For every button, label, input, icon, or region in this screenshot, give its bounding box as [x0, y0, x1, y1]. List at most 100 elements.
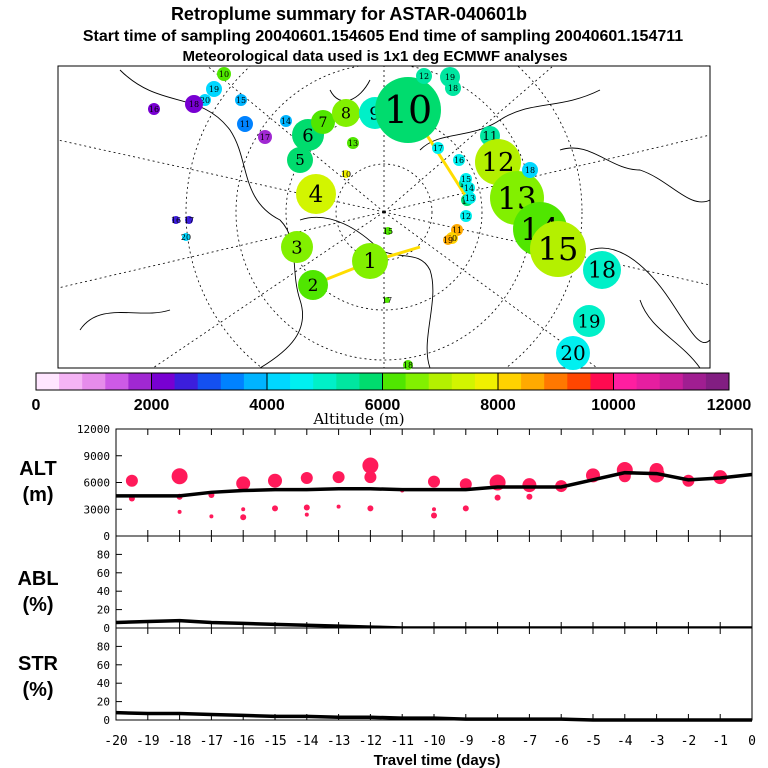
colorbar-tick: 4000: [249, 397, 285, 414]
altitude-dot: [428, 475, 440, 488]
altitude-dot: [177, 509, 182, 514]
colorbar-tick: 12000: [707, 397, 752, 414]
colorbar-tick: 2000: [134, 397, 170, 414]
altitude-dot: [240, 514, 247, 521]
x-tick-label: -3: [649, 734, 665, 749]
plume-label-15: 15: [538, 230, 579, 268]
map-panel: 1234567891011121314151617181920101920181…: [57, 65, 711, 370]
plume-marker-label: 13: [348, 139, 358, 148]
title-line-3: Meteorological data used is 1x1 deg ECMW…: [182, 48, 567, 65]
plume-marker: [185, 95, 203, 113]
plume-marker: [217, 67, 231, 81]
colorbar-swatch: [544, 373, 568, 390]
plume-marker: [235, 94, 247, 106]
panel-alt: 0 3000 6000 9000 12000 ALT (m): [19, 423, 753, 543]
x-tick-label: -13: [327, 734, 350, 749]
plume-marker: [384, 227, 392, 235]
x-tick-label: -18: [168, 734, 191, 749]
panel-unit: (m): [22, 484, 53, 506]
plume-marker-label: 15: [461, 175, 471, 184]
plume-marker-label: 20: [181, 233, 191, 242]
colorbar-swatch: [613, 373, 638, 390]
x-tick-label: 0: [748, 734, 756, 749]
plume-marker-label: 14: [464, 184, 474, 193]
colorbar-swatch: [267, 373, 291, 390]
altitude-dot: [209, 514, 214, 519]
colorbar-swatch: [243, 373, 268, 390]
plume-label-2: 2: [308, 276, 319, 296]
plume-label-7: 7: [319, 115, 328, 131]
colorbar-swatch: [705, 373, 730, 390]
x-tick-label: -10: [422, 734, 445, 749]
colorbar-swatch: [336, 373, 360, 390]
plume-day-8: [332, 99, 360, 127]
plume-marker: [172, 216, 180, 224]
plume-marker: [384, 297, 390, 303]
x-tick-label: -15: [263, 734, 286, 749]
plume-marker: [522, 162, 538, 178]
plume-marker-label: 18: [403, 361, 413, 370]
plume-marker-label: 15: [383, 227, 393, 236]
panel-title: ALT: [19, 458, 56, 480]
altitude-dot: [241, 507, 246, 512]
x-tick-label: -12: [359, 734, 382, 749]
y-tick-label: 20: [97, 604, 110, 617]
altitude-dot: [367, 505, 374, 512]
y-tick-label: 0: [103, 714, 110, 727]
map-plumes: 1234567891011121314151617181920101920181…: [148, 67, 621, 370]
colorbar-swatch: [59, 373, 83, 390]
x-tick-label: -6: [553, 734, 569, 749]
plume-marker-label: 19: [209, 85, 219, 94]
x-tick-label: -19: [136, 734, 159, 749]
plume-label-20: 20: [560, 341, 585, 365]
x-axis-label: Travel time (days): [374, 752, 501, 768]
plume-marker-label: 20: [200, 96, 210, 105]
colorbar-swatch: [451, 373, 476, 390]
x-tick-label: -17: [200, 734, 223, 749]
plume-marker-label: 12: [461, 212, 471, 221]
panel-unit: (%): [22, 679, 53, 701]
plume-day-7: [311, 110, 335, 134]
plume-day-4: [296, 174, 336, 214]
panel-title: ABL: [17, 568, 58, 590]
series-line-alt: [116, 470, 753, 498]
plume-marker: [182, 233, 190, 241]
plume-label-10: 10: [384, 88, 432, 132]
altitude-dot: [171, 468, 188, 485]
plume-day-5: [287, 147, 313, 173]
plume-day-2: [298, 270, 328, 300]
colorbar-label: Altitude (m): [312, 410, 404, 428]
plume-marker-label: 11: [240, 120, 250, 129]
plume-marker: [403, 360, 413, 370]
altitude-dot: [362, 457, 379, 474]
altitude-dot: [236, 476, 251, 491]
x-tick-label: -4: [617, 734, 633, 749]
y-tick-label: 80: [97, 548, 110, 561]
colorbar-swatch: [521, 373, 545, 390]
colorbar-swatch: [174, 373, 199, 390]
plume-marker-label: 18: [448, 84, 458, 93]
colorbar-tick: 0: [32, 397, 41, 414]
title-line-1: Retroplume summary for ASTAR-040601b: [171, 4, 527, 24]
plume-marker: [443, 235, 453, 245]
plume-marker-label: 14: [281, 117, 291, 126]
y-tick-label: 60: [97, 567, 110, 580]
plume-marker-label: 16: [171, 216, 181, 225]
colorbar-swatch: [82, 373, 106, 390]
colorbar-swatch: [290, 373, 314, 390]
x-tick-label: -2: [681, 734, 697, 749]
plume-day-15: [530, 221, 586, 277]
plume-marker: [460, 210, 472, 222]
altitude-dot: [125, 474, 138, 487]
y-tick-label: 0: [103, 622, 110, 635]
y-tick-label: 6000: [84, 477, 111, 490]
altitude-dot: [522, 478, 537, 493]
altitude-dot: [332, 471, 345, 484]
colorbar-swatch: [382, 373, 407, 390]
plume-marker-label: 10: [341, 170, 351, 179]
colorbar-swatch: [151, 373, 176, 390]
altitude-dot: [268, 473, 282, 488]
plume-marker-label: 17: [382, 296, 392, 305]
x-tick-label: -11: [390, 734, 413, 749]
plume-day-19: [573, 305, 605, 337]
